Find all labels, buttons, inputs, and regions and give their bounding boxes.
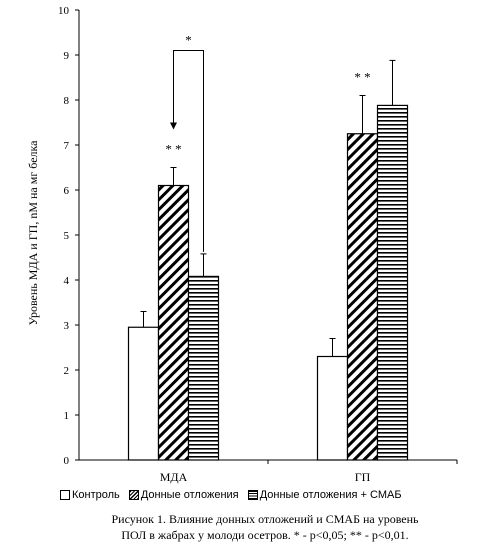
figure-caption: Рисунок 1. Влияние донных отложений и СМ… [60,511,470,543]
legend-item-control: Контроль [60,489,120,501]
y-tick-label: 9 [64,50,70,62]
legend-label: Донные отложения [140,489,239,501]
legend-item-sediments-smab: Донные отложения + СМАБ [247,489,402,501]
y-tick-label: 7 [64,140,70,152]
y-tick-label: 2 [64,365,70,377]
bracket-arrowhead [170,122,177,130]
legend-swatch-sediments [128,490,139,500]
y-tick-label: 3 [64,320,70,332]
y-tick-label: 6 [64,185,70,197]
bar [157,184,190,461]
legend-swatch-control [60,490,70,500]
legend-swatch-sediments-smab [247,490,258,500]
legend-label: Контроль [72,489,120,501]
legend-item-sediments: Донные отложения [128,489,239,501]
x-tick-label: ГП [355,470,371,484]
legend: Контроль Донные отложения Донные отложен… [60,489,470,503]
y-axis-title: Уровень МДА и ГП, nM на мг белка [26,140,40,326]
significance-bracket [173,50,204,252]
caption-line: Рисунок 1. Влияние донных отложений и СМ… [111,512,419,526]
legend-label: Донные отложения + СМАБ [259,489,402,501]
y-tick-label: 0 [64,455,70,467]
bar [346,133,379,461]
y-tick-label: 4 [64,275,70,287]
y-tick-label: 1 [64,410,70,422]
bar [187,275,220,461]
annotations: * * * * * [165,33,371,252]
bars [127,59,409,461]
y-tick-label: 8 [64,95,70,107]
y-tick-label: 5 [64,230,70,242]
significance-stars: * * [165,142,181,157]
bracket-star: * [185,33,192,48]
bar [316,355,349,461]
y-tick-label: 10 [58,5,70,17]
significance-stars: * * [354,70,370,85]
bar [376,104,409,461]
caption-line: ПОЛ в жабрах у молоди осетров. * - p<0,0… [121,528,409,542]
bar [127,326,160,461]
x-tick-label: МДА [160,470,188,484]
